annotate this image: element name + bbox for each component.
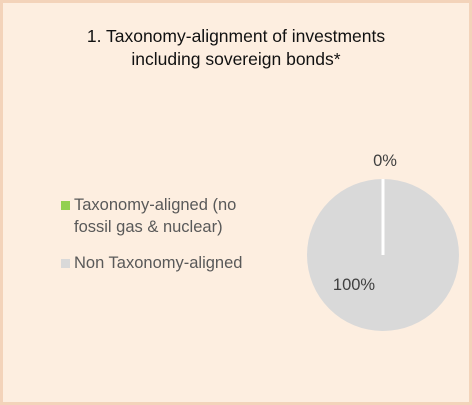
chart-title-line-2: including sovereign bonds* — [131, 49, 341, 69]
chart-title-line-1: 1. Taxonomy-alignment of investments — [86, 26, 386, 46]
legend-item-taxonomy-aligned: Taxonomy-aligned (no fossil gas & nuclea… — [61, 194, 301, 238]
chart-title: 1. Taxonomy-alignment of investments inc… — [3, 25, 469, 71]
legend-label-taxonomy-aligned-line-1: Taxonomy-aligned (no — [74, 196, 237, 214]
legend-swatch-taxonomy-aligned — [61, 201, 70, 210]
data-label-taxonomy-aligned: 0% — [373, 152, 397, 170]
chart-legend: Taxonomy-aligned (no fossil gas & nuclea… — [61, 194, 301, 274]
data-label-non-taxonomy-aligned: 100% — [333, 276, 376, 294]
pie-chart: 0% 100% — [307, 152, 459, 331]
legend-label-non-taxonomy-aligned: Non Taxonomy-aligned — [74, 254, 243, 272]
legend-label-taxonomy-aligned-line-2: fossil gas & nuclear) — [74, 218, 223, 236]
legend-swatch-non-taxonomy-aligned — [61, 259, 70, 268]
legend-item-non-taxonomy-aligned: Non Taxonomy-aligned — [61, 252, 301, 274]
